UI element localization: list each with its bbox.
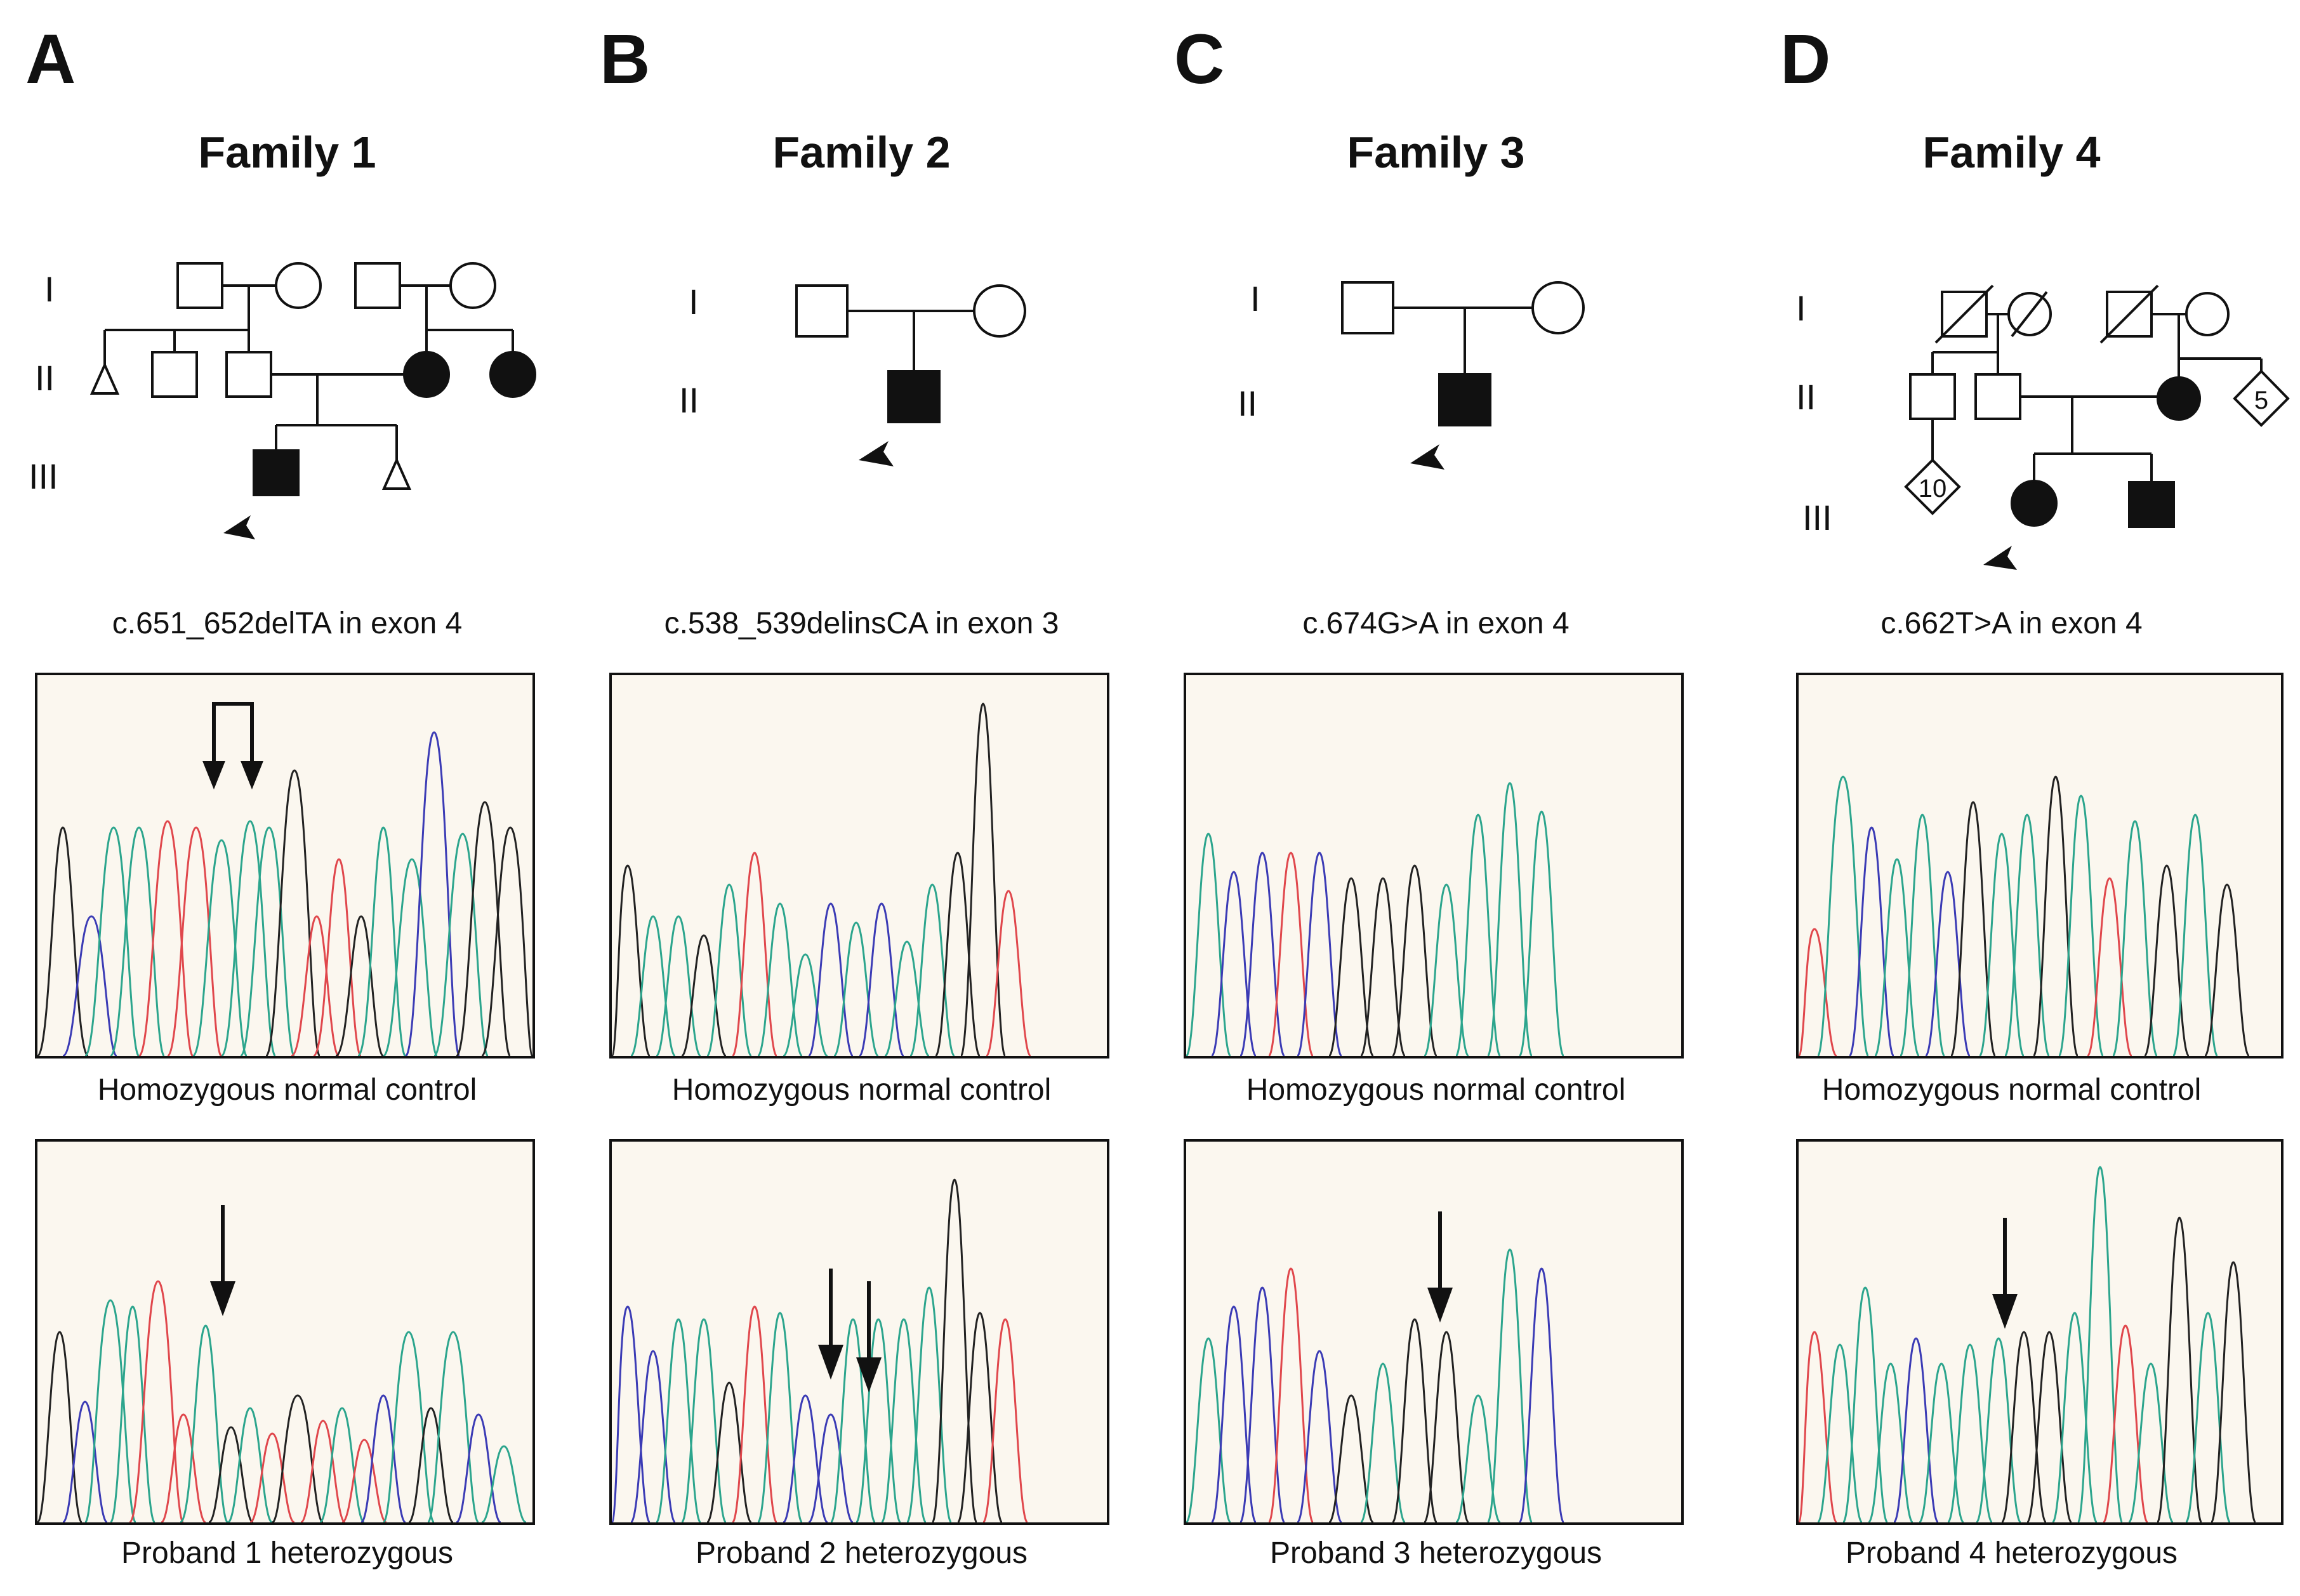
male-unaffected <box>151 351 198 398</box>
panel-b: B Family 2 I II c.538_539delinsCA in exo… <box>574 0 1149 1596</box>
female-affected <box>489 351 536 398</box>
chromatogram-svg <box>37 702 532 1056</box>
pedigree-chart: I II III <box>1723 209 2300 590</box>
chromatogram-svg <box>37 1205 527 1522</box>
panel-letter: D <box>1780 20 1831 98</box>
pedigree-chart: I II III <box>0 209 574 590</box>
miscarriage-triangle <box>89 362 120 395</box>
proband-chromatogram <box>1184 1139 1684 1525</box>
control-label: Homozygous normal control <box>97 1073 477 1107</box>
proband-chromatogram <box>1796 1139 2283 1525</box>
generation-label: I <box>1796 288 1806 328</box>
family-title: Family 4 <box>1922 128 2101 177</box>
chromatogram-svg <box>1799 1166 2257 1522</box>
male-unaffected <box>1909 373 1956 420</box>
miscarriage-triangle <box>381 457 412 490</box>
chromatogram-svg <box>612 1178 1029 1522</box>
male-unaffected <box>1341 281 1394 334</box>
panel-a: A Family 1 I II III <box>0 0 574 1596</box>
female-unaffected <box>275 262 322 309</box>
panel-c: C Family 3 I II c.674G>A in exon 4 <box>1149 0 1723 1596</box>
proband-male-affected <box>887 370 941 423</box>
male-affected <box>2128 481 2175 528</box>
control-chromatogram <box>1184 673 1684 1059</box>
female-unaffected <box>2185 292 2230 336</box>
sibship-diamond <box>1904 458 1961 515</box>
mutation-label: c.651_652delTA in exon 4 <box>112 607 463 640</box>
mutation-label: c.674G>A in exon 4 <box>1302 607 1570 640</box>
proband-arrow-icon <box>1983 546 2017 570</box>
proband-label: Proband 1 heterozygous <box>121 1536 454 1570</box>
proband-arrow-icon <box>859 441 894 466</box>
pedigree-chart: I II <box>574 209 1149 590</box>
proband-arrow-icon <box>223 515 255 539</box>
female-unaffected <box>449 262 496 309</box>
proband-male-affected <box>253 449 300 496</box>
female-affected <box>2157 376 2201 421</box>
generation-label: II <box>679 380 699 420</box>
male-unaffected <box>354 262 401 309</box>
proband-chromatogram <box>609 1139 1109 1525</box>
control-label: Homozygous normal control <box>1246 1073 1626 1107</box>
proband-label: Proband 2 heterozygous <box>695 1536 1028 1570</box>
control-chromatogram <box>35 673 535 1059</box>
generation-label: I <box>689 282 699 322</box>
proband-arrow-icon <box>1410 444 1444 470</box>
control-chromatogram <box>1796 673 2283 1059</box>
generation-label: II <box>1238 383 1257 423</box>
sibship-count: 10 <box>1919 475 1947 503</box>
generation-label: II <box>1796 377 1816 417</box>
generation-label: III <box>1802 498 1832 537</box>
panel-letter: C <box>1174 20 1225 98</box>
mutation-label: c.662T>A in exon 4 <box>1880 607 2143 640</box>
female-unaffected <box>973 284 1026 338</box>
mutation-label: c.538_539delinsCA in exon 3 <box>664 607 1059 640</box>
male-unaffected <box>795 284 849 338</box>
control-chromatogram <box>609 673 1109 1059</box>
control-label: Homozygous normal control <box>1821 1073 2202 1107</box>
family-title: Family 2 <box>772 128 951 177</box>
male-unaffected <box>176 262 223 309</box>
generation-label: I <box>1250 279 1260 319</box>
family-title: Family 3 <box>1347 128 1525 177</box>
female-affected <box>403 351 450 398</box>
chromatogram-svg <box>1186 782 1565 1056</box>
panel-letter: B <box>600 20 651 98</box>
chromatogram-svg <box>1799 775 2250 1056</box>
sibship-count: 5 <box>2254 386 2268 414</box>
generation-label: III <box>29 456 58 496</box>
generation-label: I <box>44 269 55 309</box>
male-unaffected <box>1974 373 2021 420</box>
sibship-diamond <box>2233 369 2290 427</box>
pedigree-svg: I II <box>679 282 1026 466</box>
pedigree-svg: I II III <box>29 262 536 539</box>
pedigree-chart: I II <box>1149 209 1723 590</box>
proband-label: Proband 4 heterozygous <box>1845 1536 2178 1570</box>
chromatogram-svg <box>1186 1211 1565 1522</box>
male-unaffected <box>225 351 272 398</box>
chromatogram-svg <box>612 702 1032 1056</box>
family-title: Family 1 <box>198 128 376 177</box>
proband-male-affected <box>1438 373 1491 426</box>
proband-chromatogram <box>35 1139 535 1525</box>
pedigree-svg: I II III <box>1796 284 2290 570</box>
female-unaffected <box>1531 281 1585 334</box>
proband-female-affected <box>2011 480 2058 527</box>
proband-label: Proband 3 heterozygous <box>1269 1536 1603 1570</box>
generation-label: II <box>35 358 55 398</box>
control-label: Homozygous normal control <box>671 1073 1052 1107</box>
panel-d: D Family 4 I II III <box>1723 0 2300 1596</box>
pedigree-svg: I II <box>1238 279 1585 470</box>
panel-letter: A <box>25 20 76 98</box>
